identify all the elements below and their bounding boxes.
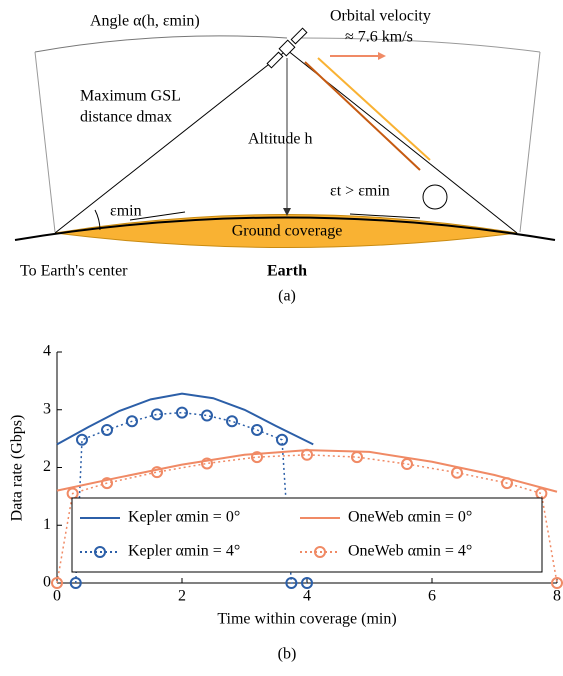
- y-axis-label: Data rate (Gbps): [9, 415, 26, 522]
- velocity-value: ≈ 7.6 km/s: [345, 29, 413, 46]
- y-tick-label: 2: [43, 458, 51, 475]
- marker: [252, 425, 262, 435]
- earth-label: Earth: [267, 263, 307, 280]
- legend-label: Kepler αmin = 0°: [128, 509, 240, 526]
- series-line: [57, 394, 313, 445]
- angle-label: Angle α(h, εmin): [90, 13, 200, 30]
- coverage-label: Ground coverage: [232, 223, 343, 240]
- uplink: [318, 58, 430, 160]
- altitude-label: Altitude h: [248, 131, 312, 148]
- eps-min-label: εmin: [110, 203, 142, 220]
- legend-label: OneWeb αmin = 4°: [348, 543, 472, 560]
- x-tick-label: 6: [428, 588, 436, 605]
- radial-line: [520, 52, 540, 232]
- radial-line: [35, 52, 55, 232]
- orbit-arc: [300, 38, 540, 52]
- x-axis-label: Time within coverage (min): [217, 611, 396, 628]
- center-label: To Earth's center: [20, 263, 128, 280]
- velocity-label: Orbital velocity: [330, 8, 431, 25]
- x-tick-label: 8: [553, 588, 561, 605]
- angle-arc: [35, 36, 287, 52]
- gsl-label: distance dmax: [80, 109, 172, 126]
- eps-t-label: εt > εmin: [330, 183, 390, 200]
- legend-label: OneWeb αmin = 0°: [348, 509, 472, 526]
- arrow-head: [378, 52, 386, 60]
- y-tick-label: 0: [43, 574, 51, 591]
- series-line: [57, 450, 557, 492]
- marker: [202, 411, 212, 421]
- ground-station: [423, 185, 447, 209]
- figure: Angle α(h, εmin) Orbital velocity ≈ 7.6 …: [0, 0, 563, 671]
- x-tick-label: 0: [53, 588, 61, 605]
- x-tick-label: 4: [303, 588, 311, 605]
- y-tick-label: 3: [43, 400, 51, 417]
- y-tick-label: 1: [43, 516, 51, 533]
- y-tick-label: 4: [43, 343, 51, 360]
- downlink: [305, 62, 420, 170]
- gsl-label: Maximum GSL: [80, 88, 181, 105]
- caption: (b): [278, 646, 297, 663]
- marker: [227, 416, 237, 426]
- x-tick-label: 2: [178, 588, 186, 605]
- caption: (a): [278, 288, 296, 305]
- legend-label: Kepler αmin = 4°: [128, 543, 240, 560]
- marker: [77, 435, 87, 445]
